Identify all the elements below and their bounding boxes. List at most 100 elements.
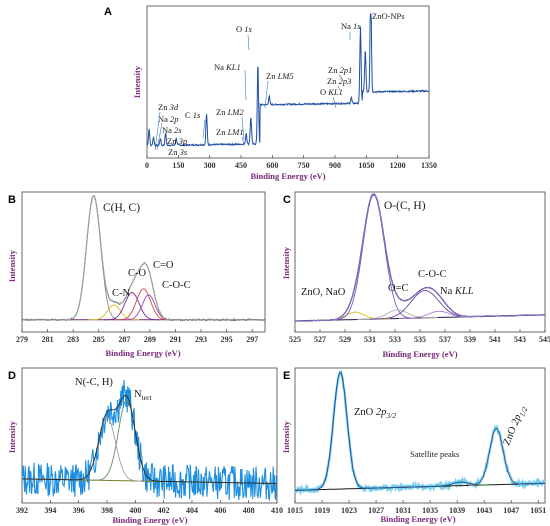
panel-c-frame (294, 191, 546, 333)
annotation-orbital: 1s (193, 110, 201, 120)
x-tick-label: 531 (364, 335, 376, 344)
x-tick-label: 1043 (476, 506, 492, 515)
annotation-element: Zn (216, 127, 228, 137)
panel-a-annotation: Zn LM1 (216, 127, 244, 137)
panel-b-frame (21, 191, 266, 333)
panel-e-annotation-zno-2p12-sub: 1/2 (517, 405, 529, 417)
leader-line (332, 96, 337, 109)
panel-b-c1s-spectrum: 279 281 283 285 287 289 291 293 295 297 Binding E… (7, 191, 266, 358)
x-tick-label: 408 (243, 506, 255, 515)
panel-a-annotation: Zn LM2 (216, 107, 244, 117)
panel-d-annotation-nch: N(-C, H) (75, 377, 113, 388)
annotation-orbital: 2s (174, 125, 182, 135)
raw-data-line (294, 193, 546, 322)
panel-a-annotation: O 1s (236, 24, 253, 34)
x-tick-label: 287 (118, 335, 130, 344)
x-tick-label: 1023 (341, 506, 357, 515)
annotation-orbital: 2p3 (339, 76, 352, 86)
x-tick-label: 545 (539, 335, 550, 344)
panel-e-x-ticks: 1015 1019 1023 1027 1031 1035 1039 1043 1047 1051 (287, 500, 546, 515)
annotation-orbital: LM2 (227, 107, 245, 117)
annotation-element: Na (341, 21, 353, 31)
panel-d-frame (21, 367, 278, 504)
panel-a-annotation: Zn 3s (168, 147, 188, 157)
x-tick-label: 527 (314, 335, 326, 344)
panel-c-y-axis-label: Intensity (281, 246, 291, 279)
x-tick-label: 300 (204, 161, 216, 170)
annotation-orbital: 2p (170, 114, 179, 124)
annotation-orbital: KL1 (327, 87, 343, 97)
panel-a-annotation: O KL1 (320, 87, 343, 97)
x-tick-label: 402 (158, 506, 170, 515)
panel-a-annotation: Na KL1 (214, 62, 241, 72)
panel-c-x-axis-label: Binding Energy (eV) (382, 349, 457, 359)
panel-a-annotation: Zn LM5 (266, 71, 294, 81)
panel-b-y-axis-label: Intensity (7, 249, 17, 282)
x-tick-label: 281 (42, 335, 54, 344)
panel-b-annotation-chc: C(H, C) (103, 202, 140, 214)
x-tick-label: 406 (214, 506, 226, 515)
panel-label-c: C (283, 194, 291, 206)
leader-line (337, 85, 341, 91)
x-tick-label: 537 (439, 335, 451, 344)
annotation-element: C (185, 110, 193, 120)
component-peak-1 (313, 371, 368, 491)
panel-c-x-ticks: 525 527 529 531 533 535 537 539 541 543 545 (289, 329, 550, 344)
x-tick-label: 750 (298, 161, 310, 170)
annotation-element: Zn (266, 71, 278, 81)
x-tick-label: 541 (489, 335, 501, 344)
panel-c-annotation-oc: O=C (388, 283, 409, 294)
annotation-element: Zn (167, 136, 179, 146)
panel-e-annotation-zno-2p12-orbital: 2p (510, 413, 524, 427)
x-tick-label: 289 (144, 335, 156, 344)
panel-c-annotation-na-kll: Na KLL (440, 286, 474, 297)
panel-c-annotation-na-kll-prefix: Na (440, 286, 455, 297)
panel-c-plot-area (294, 193, 546, 322)
panel-d-plot-area (21, 379, 277, 502)
annotation-element: Zn (168, 147, 180, 157)
leader-line (247, 34, 250, 51)
leader-line (241, 136, 245, 146)
x-tick-label: 0 (145, 161, 149, 170)
panel-label-e: E (283, 370, 290, 382)
x-tick-label: 396 (73, 506, 85, 515)
panel-b-annotation-co: C-O (128, 268, 147, 279)
envelope-fit-line (22, 195, 265, 321)
panel-e-annotation-zno-2p32-orbital: 2p (376, 407, 387, 418)
envelope-fit-line (295, 193, 546, 322)
panel-b-annotation-cn: C-N (112, 288, 131, 299)
panel-a-legend: ZnO-NPs (372, 11, 405, 21)
panel-a-x-ticks: 0 150 300 450 600 750 900 1050 1200 1350 (145, 155, 437, 170)
panel-b-plot-area (21, 194, 265, 322)
x-tick-label: 1350 (421, 161, 437, 170)
panel-b-x-axis-label: Binding Energy (eV) (105, 348, 180, 358)
annotation-element: Na (214, 62, 226, 72)
annotation-element: Zn (216, 107, 228, 117)
x-tick-label: 1019 (314, 506, 330, 515)
x-tick-label: 295 (221, 335, 233, 344)
panel-a-annotation: Na 2p (158, 114, 179, 124)
panel-a-annotation: Zn 2p1 (328, 65, 352, 75)
panel-b-x-ticks: 279 281 283 285 287 289 291 293 295 297 (16, 329, 258, 344)
panel-a-leader-lines (154, 32, 351, 151)
x-tick-label: 279 (16, 335, 28, 344)
panel-a-annotation: Zn 3p (167, 136, 187, 146)
annotation-orbital: 1s (244, 24, 252, 34)
annotation-orbital: LM1 (227, 127, 244, 137)
leader-line (154, 111, 161, 151)
panel-e-plot-area (293, 369, 546, 496)
x-tick-label: 533 (389, 335, 401, 344)
panel-e-frame (294, 367, 546, 504)
x-tick-label: 404 (186, 506, 198, 515)
panel-d-x-axis-label: Binding Energy (eV) (112, 515, 187, 525)
leader-line (156, 122, 163, 151)
component-peak-4 (115, 288, 172, 321)
x-tick-label: 398 (101, 506, 113, 515)
panel-e-annotation-zno-2p32: ZnO 2p3/2 (354, 407, 396, 420)
envelope-fit-line (295, 371, 545, 491)
x-tick-label: 535 (414, 335, 426, 344)
component-peak-3 (103, 292, 160, 321)
annotation-element: Zn (158, 102, 170, 112)
x-tick-label: 450 (235, 161, 247, 170)
